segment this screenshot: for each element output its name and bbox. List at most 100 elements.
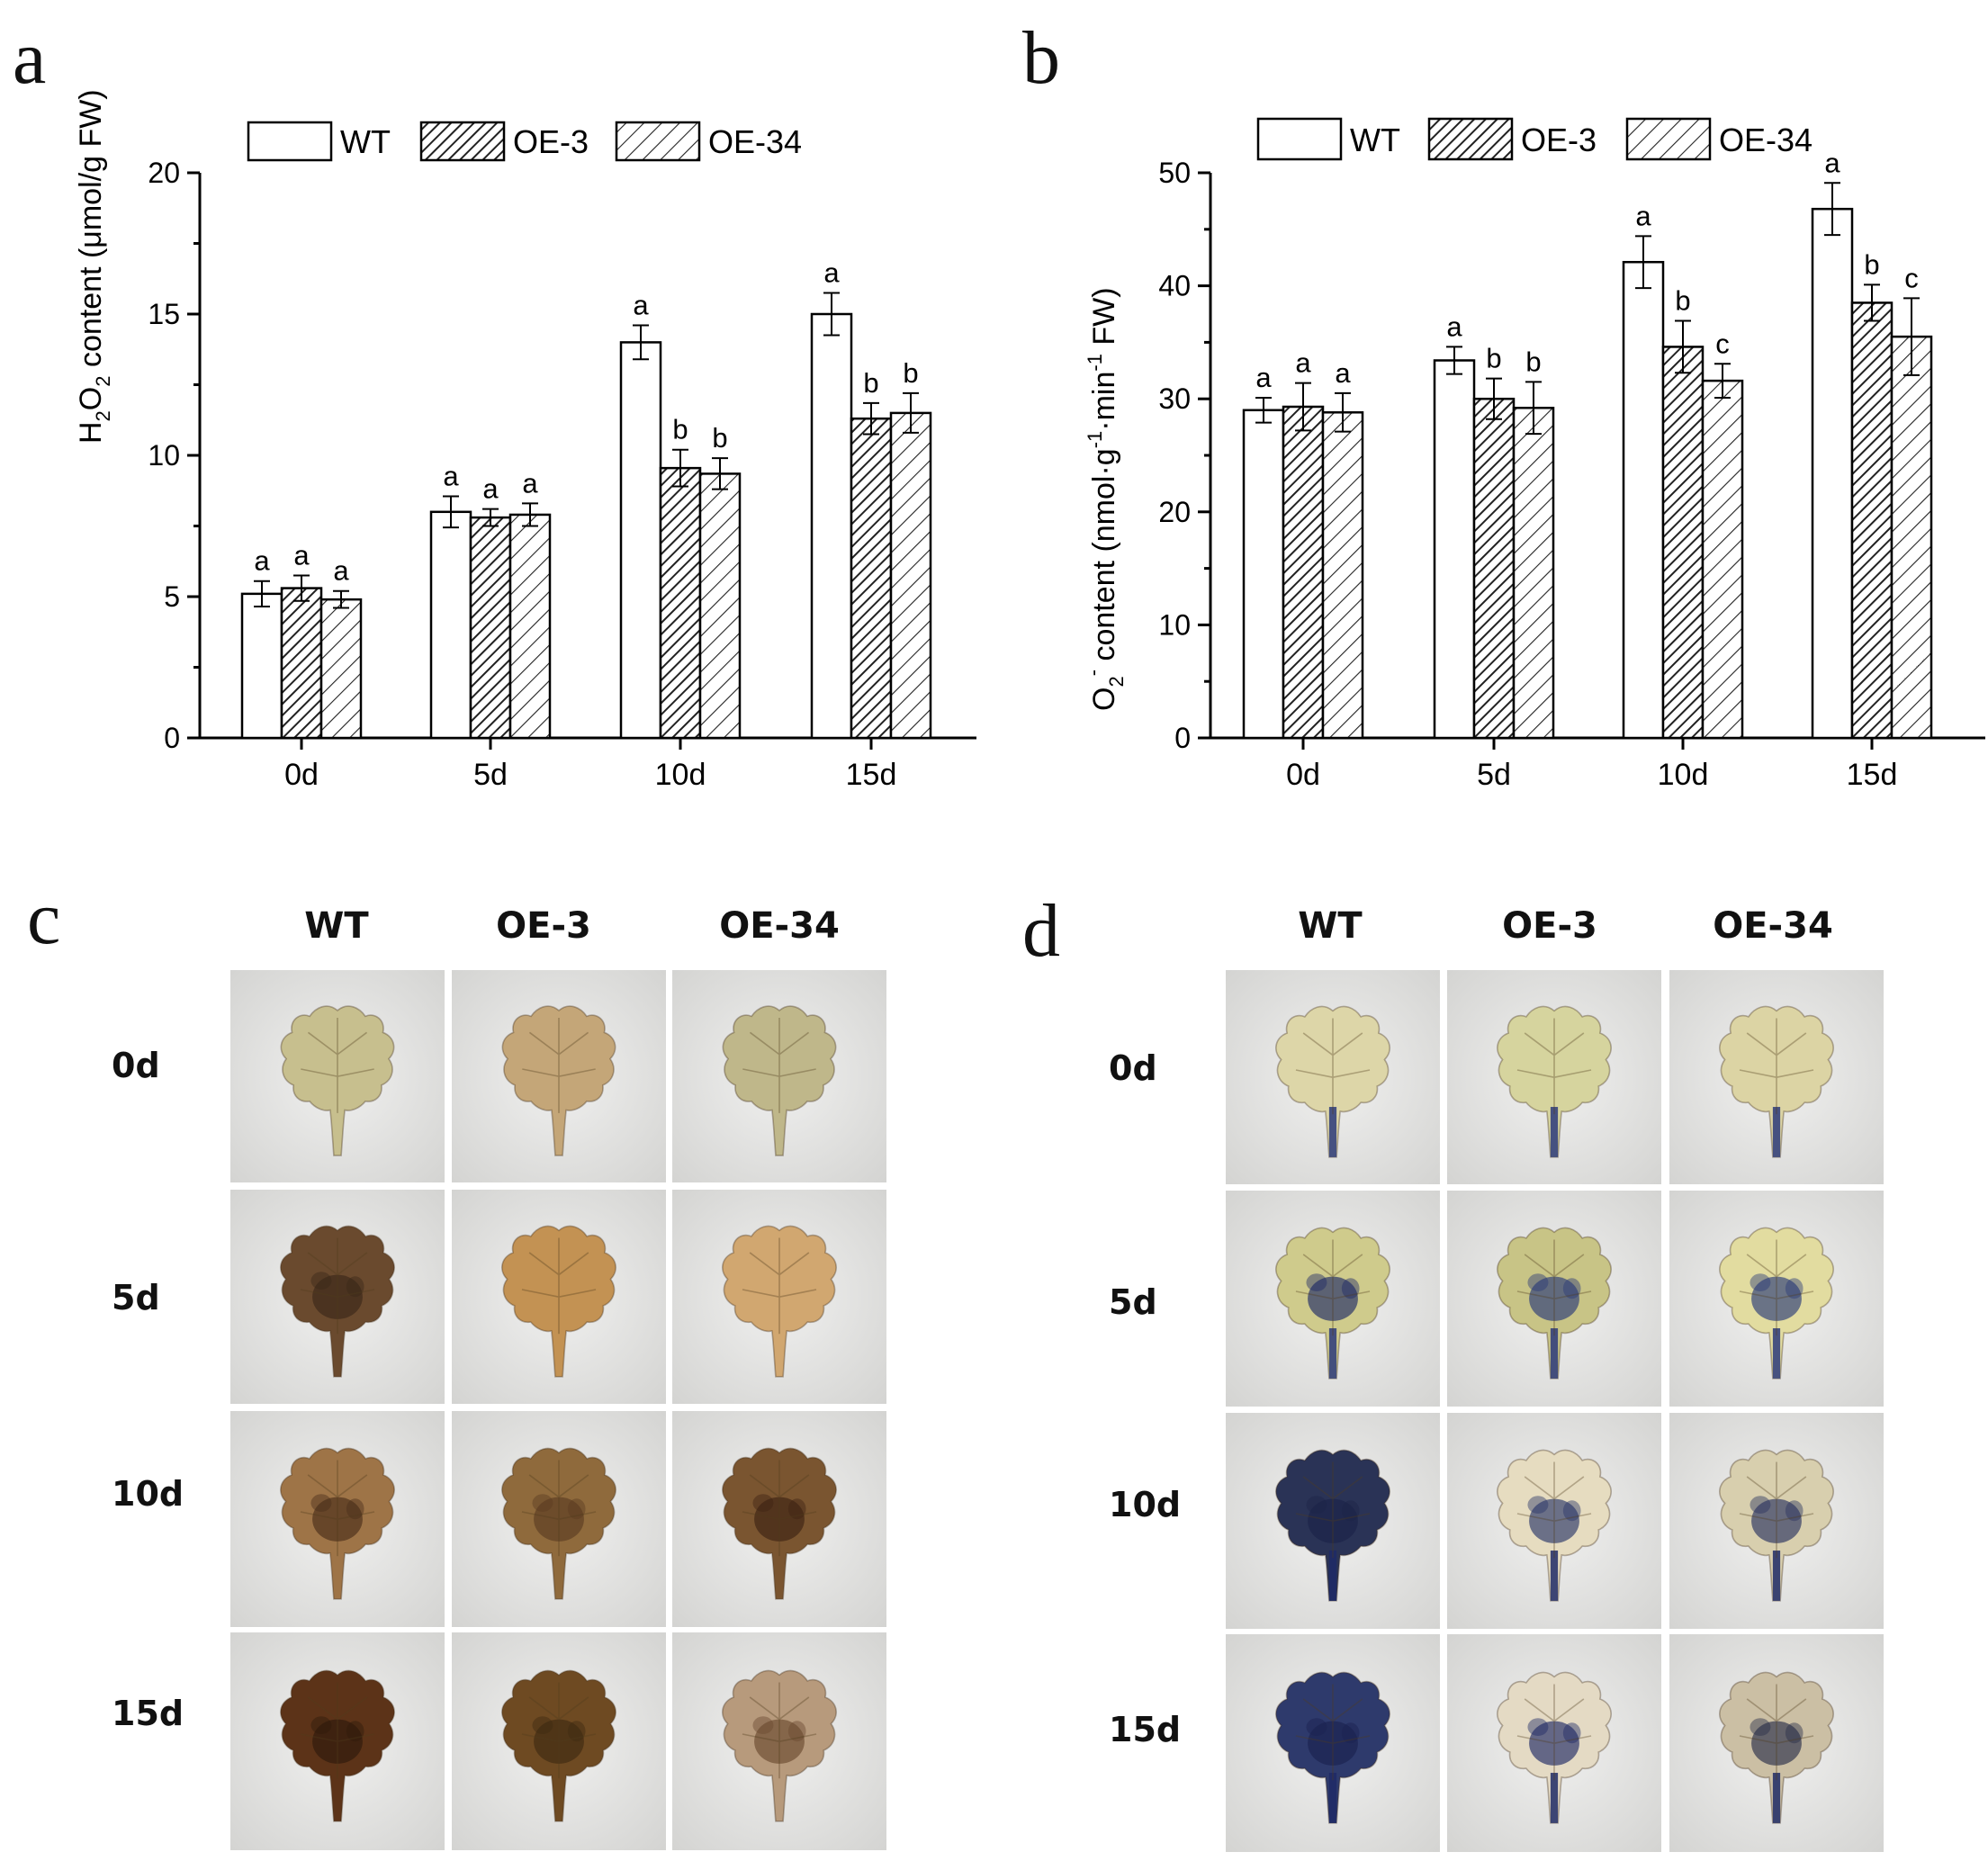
leaf-icon — [1275, 1227, 1390, 1380]
significance-label: a — [443, 461, 459, 492]
significance-label: b — [1675, 285, 1690, 317]
panel-b-letter: b — [1022, 16, 1060, 100]
x-tick-label: 0d — [1286, 758, 1320, 792]
column-header-oe3: OE-3 — [1502, 905, 1597, 947]
error-bar-wt-0d — [254, 580, 270, 607]
significance-label: a — [1446, 310, 1462, 342]
error-bar-oe34-15d — [903, 391, 919, 434]
error-bar-oe34-5d — [1525, 381, 1542, 436]
error-bar-oe3-15d — [1864, 283, 1880, 322]
legend-swatch-oe34 — [1625, 117, 1712, 161]
bar-oe34-15d — [1890, 335, 1933, 740]
bar-wt-15d — [810, 312, 853, 740]
legend-swatch-wt — [1256, 117, 1343, 161]
x-tick-label: 5d — [473, 758, 508, 792]
legend-label-oe3: OE-3 — [513, 123, 589, 160]
legend-swatch-oe3 — [419, 121, 506, 162]
bar-wt-5d — [1433, 359, 1476, 740]
leaf-icon — [280, 1447, 395, 1600]
legend-swatch-oe3 — [1427, 117, 1514, 161]
bar-oe3-5d — [469, 516, 512, 740]
bar-wt-10d — [1622, 260, 1665, 740]
legend-label-oe3: OE-3 — [1521, 121, 1597, 158]
bar-oe3-0d — [1282, 405, 1325, 740]
y-tick-label: 10 — [1158, 608, 1191, 641]
legend-b: WT OE-3 OE-34 — [1256, 117, 1813, 161]
significance-label: b — [1864, 248, 1879, 280]
bar-oe3-5d — [1472, 397, 1516, 740]
bar-oe3-0d — [280, 587, 323, 740]
legend-swatch-oe34 — [615, 121, 701, 162]
leaf-icon — [1497, 1449, 1612, 1602]
significance-label: a — [333, 555, 349, 587]
leaf-icon — [501, 1447, 616, 1600]
photo-d-5d-wt — [1226, 1191, 1440, 1407]
panel-a-chart: a WT OE-3 OE-34 H2O2 content (μmol/g FW)… — [13, 16, 976, 792]
panel-d-letter: d — [1022, 889, 1060, 973]
y-tick-label: 20 — [1158, 496, 1191, 528]
bar-wt-5d — [429, 510, 472, 740]
leaf-icon — [280, 1669, 395, 1822]
row-header-15d: 15d — [112, 1694, 184, 1733]
leaf-icon — [501, 1005, 616, 1156]
row-header-10d: 10d — [1109, 1485, 1181, 1524]
leaf-icon — [1497, 1005, 1612, 1158]
photo-c-15d-wt — [230, 1632, 445, 1850]
significance-label: a — [823, 256, 840, 288]
photo-c-0d-oe34 — [672, 970, 886, 1182]
significance-label: a — [293, 539, 310, 571]
photo-c-5d-oe34 — [672, 1190, 886, 1404]
photo-c-10d-oe3 — [452, 1411, 666, 1627]
significance-label: b — [903, 357, 918, 389]
leaf-icon — [1275, 1671, 1390, 1824]
error-bar-oe3-15d — [863, 401, 879, 436]
y-tick-label: 30 — [1158, 382, 1191, 415]
y-tick-label: 0 — [1174, 722, 1191, 754]
error-bar-oe34-5d — [522, 502, 538, 527]
significance-label: a — [633, 290, 649, 321]
bar-oe3-15d — [850, 417, 893, 740]
significance-label: c — [1904, 262, 1919, 293]
error-bar-oe3-0d — [1295, 382, 1311, 432]
legend-a: WT OE-3 OE-34 — [247, 121, 802, 162]
photo-c-0d-wt — [230, 970, 445, 1182]
panel-d-photo-grid: d WT OE-3 OE-34 0d 5d 10d 15d — [1022, 889, 1884, 1852]
photo-d-15d-oe34 — [1669, 1634, 1884, 1852]
y-tick-label: 0 — [164, 722, 180, 754]
significance-label: a — [1635, 200, 1651, 231]
photo-d-15d-oe3 — [1447, 1634, 1661, 1852]
bar-oe34-5d — [508, 513, 552, 740]
bar-wt-0d — [240, 592, 283, 740]
y-axis-label-b: O2- content (nmol·g-1·min-1 FW) — [1082, 287, 1128, 711]
error-bar-oe3-5d — [482, 508, 499, 527]
y-tick-label: 10 — [148, 439, 180, 472]
legend-label-wt: WT — [340, 123, 391, 160]
photo-d-10d-oe34 — [1669, 1413, 1884, 1629]
column-header-wt: WT — [1298, 905, 1363, 947]
significance-label: b — [672, 414, 688, 445]
row-header-5d: 5d — [112, 1278, 160, 1317]
photo-c-15d-oe3 — [452, 1632, 666, 1850]
bar-oe34-10d — [1701, 379, 1744, 740]
bar-wt-15d — [1811, 207, 1854, 740]
error-bar-wt-10d — [1635, 235, 1651, 290]
row-header-15d: 15d — [1109, 1710, 1181, 1749]
panel-c-photo-grid: c WT OE-3 OE-34 0d 5d 10d 15d — [27, 877, 886, 1850]
column-header-oe34: OE-34 — [1713, 905, 1833, 947]
photo-d-10d-wt — [1226, 1413, 1440, 1629]
leaf-icon — [722, 1447, 837, 1600]
error-bar-wt-15d — [823, 292, 840, 337]
photo-d-0d-oe34 — [1669, 970, 1884, 1184]
error-bar-oe3-5d — [1486, 377, 1502, 420]
error-bar-oe34-10d — [1714, 363, 1731, 399]
leaf-icon — [280, 1225, 395, 1378]
y-tick-label: 50 — [1158, 157, 1191, 189]
error-bar-oe34-0d — [333, 589, 349, 609]
bar-oe3-10d — [1661, 346, 1705, 740]
error-bar-wt-0d — [1255, 396, 1272, 424]
y-tick-label: 5 — [164, 580, 180, 613]
photo-c-15d-oe34 — [672, 1632, 886, 1850]
photo-c-10d-oe34 — [672, 1411, 886, 1627]
x-tick-label: 15d — [1847, 758, 1898, 792]
